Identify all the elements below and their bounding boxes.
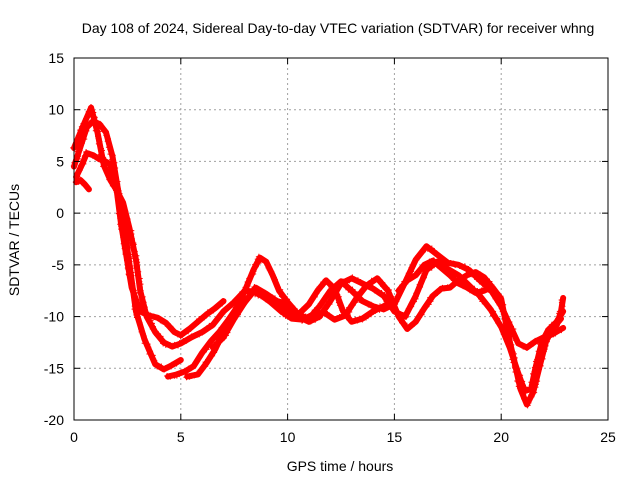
x-tick-label: 15 xyxy=(387,429,403,445)
x-axis-label: GPS time / hours xyxy=(287,458,394,474)
y-tick-label: -20 xyxy=(44,412,64,428)
y-tick-label: 15 xyxy=(48,50,64,66)
series-layer xyxy=(70,104,565,408)
y-axis-label: SDTVAR / TECUs xyxy=(6,184,22,296)
x-tick-label: 20 xyxy=(493,429,509,445)
y-tick-label: -15 xyxy=(44,360,64,376)
x-tick-label: 25 xyxy=(600,429,616,445)
x-tick-label: 0 xyxy=(70,429,78,445)
x-tick-label: 10 xyxy=(280,429,296,445)
y-tick-label: -5 xyxy=(52,257,65,273)
series-9 xyxy=(554,297,566,327)
series-4 xyxy=(73,177,90,190)
sdtvar-chart: Day 108 of 2024, Sidereal Day-to-day VTE… xyxy=(0,0,640,480)
y-tick-label: 0 xyxy=(56,205,64,221)
y-tick-label: 10 xyxy=(48,102,64,118)
chart-title: Day 108 of 2024, Sidereal Day-to-day VTE… xyxy=(82,20,595,36)
x-tick-label: 5 xyxy=(177,429,185,445)
y-tick-label: 5 xyxy=(56,153,64,169)
series-3 xyxy=(74,149,225,339)
series-line xyxy=(76,153,223,335)
y-tick-label: -10 xyxy=(44,309,64,325)
